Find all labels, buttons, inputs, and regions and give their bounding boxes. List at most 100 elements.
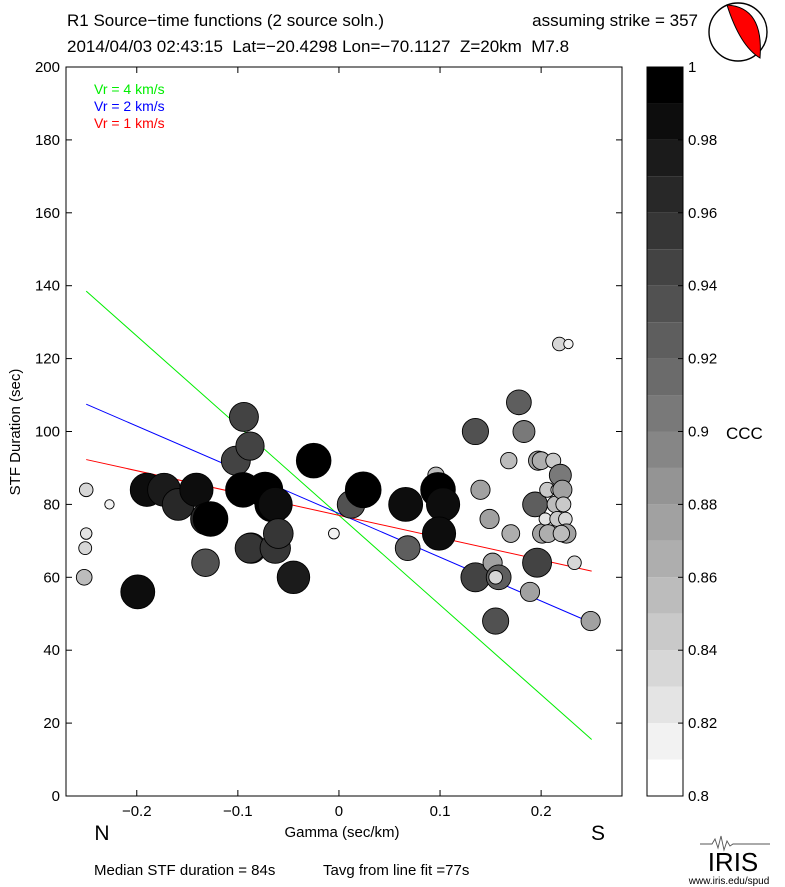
data-point [191,548,220,577]
data-point [192,501,229,537]
data-point [257,486,293,522]
colorbar-band [647,431,683,468]
data-point [479,508,500,530]
x-tick-label: 0 [335,803,343,820]
axis-ticks: −0.2 −0.1 0 0.1 0.2 0 20 40 60 80 100 120 140 160 180 2… [35,59,622,820]
colorbar-tick-label: 0.96 [688,205,717,222]
colorbar-tick-label: 0.8 [688,788,709,805]
x-axis-label: Gamma (sec/km) [284,824,399,841]
y-tick-label: 0 [52,788,60,805]
seismogram-icon [700,835,770,852]
colorbar-band [647,613,683,651]
y-tick-label: 200 [35,59,60,76]
colorbar-tick-label: 0.9 [688,424,709,441]
y-axis-label: STF Duration (sec) [7,369,24,496]
x-tick-label: 0.1 [430,803,451,820]
colorbar-label: CCC [726,424,763,443]
data-point [552,524,570,543]
data-point [567,555,582,570]
data-point [500,452,518,470]
iris-url: www.iris.edu/spud [688,876,770,887]
y-tick-label: 40 [43,642,60,659]
legend-vr4: Vr = 4 km/s [94,81,165,97]
y-tick-label: 20 [43,715,60,732]
data-point [78,482,94,498]
colorbar-band [647,723,683,760]
y-tick-label: 60 [43,569,60,586]
data-point [522,547,553,578]
y-tick-label: 140 [35,278,60,295]
colorbar-band [647,358,683,396]
data-point [388,486,424,522]
data-point [104,499,115,510]
colorbar-band [647,686,683,724]
data-point [120,574,156,610]
data-point [394,535,421,561]
colorbar-band [647,139,683,177]
colorbar-band [647,212,683,250]
data-point [512,420,536,443]
median-duration-text: Median STF duration = 84s [94,862,275,879]
data-point [563,338,574,350]
scatter-points [75,336,601,635]
colorbar-band [647,650,683,687]
legend-vr1: Vr = 1 km/s [94,115,165,131]
colorbar-band [647,103,683,140]
data-point [501,524,521,543]
x-tick-label: −0.1 [223,803,253,820]
y-tick-label: 180 [35,132,60,149]
data-point [470,479,491,500]
data-point [488,570,503,585]
data-point [461,417,489,446]
colorbar-band [647,249,683,286]
colorbar-tick-label: 0.94 [688,278,717,295]
data-point [421,516,457,551]
colorbar-band [647,467,683,505]
iris-logo: IRIS www.iris.edu/spud [688,835,770,887]
colorbar-band [647,395,683,432]
colorbar-tick-label: 0.88 [688,496,717,513]
y-tick-label: 120 [35,351,60,368]
data-point [506,389,532,416]
data-point [519,581,541,602]
data-point [228,401,259,432]
focal-mechanism-icon [708,2,768,62]
data-point [295,442,332,479]
chart-title: R1 Source−time functions (2 source soln.… [67,11,384,30]
data-point [555,496,572,513]
iris-logo-text: IRIS [708,847,759,877]
data-point [75,569,93,586]
data-point [580,610,601,632]
colorbar-tick-label: 0.82 [688,715,717,732]
colorbar: 0.8 0.82 0.84 0.86 0.88 0.9 0.92 0.94 0.96 0.98 1 [646,59,717,805]
x-tick-label: 0.2 [531,803,552,820]
colorbar-tick-label: 0.92 [688,351,717,368]
legend: Vr = 4 km/s Vr = 2 km/s Vr = 1 km/s [94,81,165,131]
data-point [344,471,382,509]
colorbar-tick-label: 0.86 [688,569,717,586]
colorbar-band [647,540,683,578]
south-label: S [591,822,605,845]
data-point [78,541,93,556]
data-point [276,560,311,594]
north-label: N [94,822,109,845]
colorbar-band [647,759,683,796]
legend-vr2: Vr = 2 km/s [94,98,165,114]
data-point [235,431,265,461]
data-point [80,527,93,540]
colorbar-band [647,322,683,359]
colorbar-band [647,504,683,541]
strike-label: assuming strike = 357 [532,11,698,30]
colorbar-tick-label: 0.98 [688,132,717,149]
data-point [328,527,340,540]
data-point [262,518,294,549]
colorbar-tick-label: 0.84 [688,642,717,659]
data-point [426,487,461,522]
y-tick-label: 160 [35,205,60,222]
data-point [482,607,510,635]
y-tick-label: 100 [35,424,60,441]
colorbar-tick-label: 1 [688,59,696,76]
colorbar-band [647,67,683,104]
event-info: 2014/04/03 02:43:15 Lat=−20.4298 Lon=−70… [67,37,569,56]
